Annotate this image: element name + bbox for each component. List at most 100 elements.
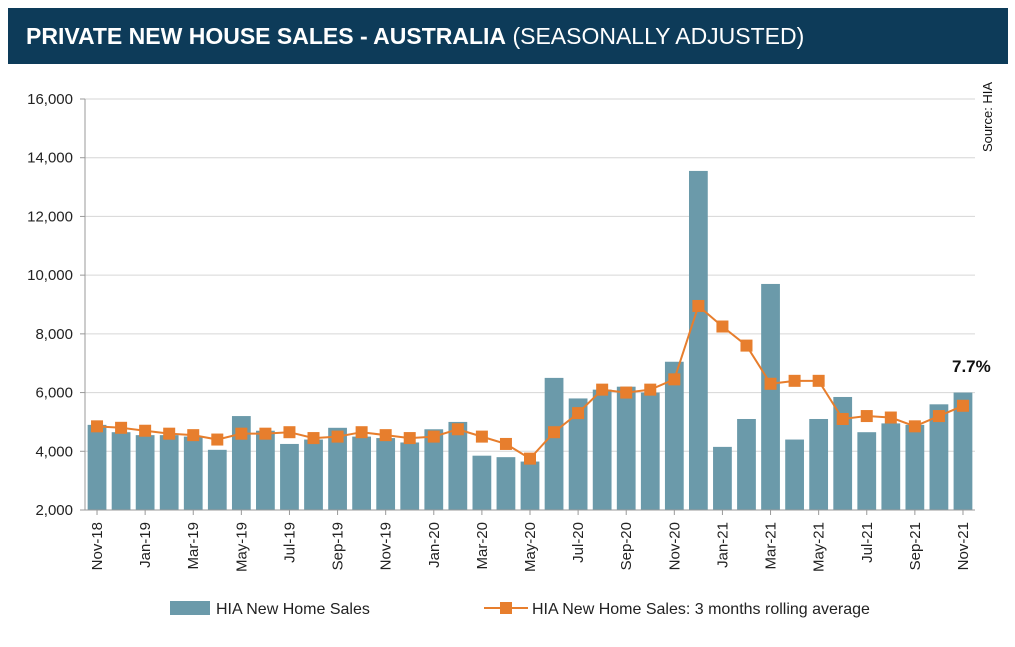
- x-tick-label: May-19: [233, 522, 250, 572]
- legend-line-label: HIA New Home Sales: 3 months rolling ave…: [532, 601, 870, 618]
- x-tick-label: Nov-20: [666, 522, 683, 570]
- bar: [304, 439, 323, 510]
- rolling-average-marker: [91, 420, 104, 433]
- rolling-average-marker: [451, 423, 464, 436]
- rolling-average-marker: [692, 299, 705, 312]
- y-axis-ticks: 2,000 4,000 6,000 8,000 10,000 12,000 14,000 16…: [27, 91, 85, 519]
- bar: [664, 361, 684, 510]
- rolling-average-marker: [788, 374, 801, 387]
- x-tick-label: Sep-21: [907, 522, 924, 570]
- rolling-average-line: [96, 304, 964, 460]
- rolling-average-marker: [956, 399, 969, 412]
- x-tick-label: Nov-19: [378, 522, 395, 570]
- y-tick-label: 2,000: [35, 502, 73, 519]
- bar: [905, 424, 925, 510]
- rolling-average-marker: [884, 411, 897, 424]
- x-tick-label: Mar-20: [474, 522, 491, 570]
- rolling-average-marker: [620, 386, 633, 399]
- bar: [448, 421, 468, 510]
- rolling-average-marker: [259, 427, 272, 440]
- rolling-average-marker: [548, 426, 561, 439]
- bar: [87, 424, 107, 510]
- bar: [207, 449, 227, 510]
- rolling-average-marker: [163, 427, 176, 440]
- x-tick-label: Sep-20: [618, 522, 635, 570]
- bar: [833, 396, 853, 510]
- chart-title-banner: PRIVATE NEW HOUSE SALES - AUSTRALIA (SEA…: [8, 8, 1008, 64]
- legend-bar-label: HIA New Home Sales: [216, 601, 370, 618]
- bar: [640, 392, 660, 510]
- x-axis-ticks: Nov-18 Jan-19 Mar-19 May-19 Jul-19 Sep-19 Nov-…: [89, 510, 972, 572]
- bar: [592, 389, 612, 510]
- x-tick-label: Jul-21: [859, 522, 876, 563]
- rolling-average-marker: [307, 432, 320, 445]
- x-tick-label: Jul-20: [570, 522, 587, 563]
- y-tick-label: 16,000: [27, 91, 73, 108]
- rolling-average-marker: [379, 429, 392, 442]
- chart-title-main: PRIVATE NEW HOUSE SALES - AUSTRALIA: [26, 22, 507, 49]
- x-tick-label: May-21: [811, 522, 828, 572]
- chart-title: PRIVATE NEW HOUSE SALES - AUSTRALIA (SEA…: [26, 23, 804, 50]
- rolling-average-marker: [211, 433, 224, 446]
- bar: [737, 418, 756, 510]
- bar: [616, 386, 636, 510]
- rolling-average-marker: [740, 339, 753, 352]
- rolling-average-marker: [812, 374, 825, 387]
- bar: [376, 438, 396, 510]
- rolling-average-marker: [235, 427, 248, 440]
- y-tick-label: 14,000: [27, 150, 73, 167]
- x-tick-label: Jan-21: [714, 522, 731, 568]
- bar: [256, 430, 275, 510]
- rolling-average-marker: [499, 437, 512, 450]
- legend-bar-swatch: [170, 601, 210, 615]
- rolling-average-marker: [475, 430, 488, 443]
- rolling-average-marker: [644, 383, 657, 396]
- legend: HIA New Home Sales HIA New Home Sales: 3…: [170, 601, 870, 618]
- y-tick-label: 6,000: [35, 385, 73, 402]
- x-tick-label: Jan-20: [426, 522, 443, 568]
- bar: [352, 436, 372, 510]
- change-annotation: 7.7%: [952, 357, 991, 376]
- x-tick-label: Nov-18: [89, 522, 106, 570]
- bar: [280, 443, 299, 510]
- legend-line-marker: [500, 602, 512, 614]
- bar: [328, 427, 347, 510]
- rolling-average-marker: [668, 373, 681, 386]
- x-tick-label: Mar-21: [763, 522, 780, 570]
- bar: [520, 461, 540, 510]
- x-tick-label: Mar-19: [185, 522, 202, 570]
- x-tick-label: Jul-19: [281, 522, 298, 563]
- rolling-average-marker: [187, 429, 200, 442]
- bar: [785, 439, 804, 510]
- line-series: [91, 299, 969, 465]
- bar: [400, 442, 420, 510]
- bar: [472, 455, 492, 510]
- bar: [809, 418, 829, 510]
- rolling-average-marker: [283, 426, 296, 439]
- rolling-average-marker: [427, 430, 440, 443]
- x-tick-label: Sep-19: [330, 522, 347, 570]
- rolling-average-marker: [716, 320, 729, 333]
- rolling-average-marker: [932, 410, 945, 423]
- source-label: Source: HIA: [980, 82, 995, 152]
- rolling-average-marker: [572, 407, 585, 420]
- bar: [159, 435, 179, 510]
- x-tick-label: Jan-19: [137, 522, 154, 568]
- rolling-average-marker: [403, 432, 416, 445]
- rolling-average-marker: [596, 383, 609, 396]
- bar: [953, 392, 973, 510]
- bar: [544, 377, 564, 510]
- bar: [881, 423, 901, 510]
- y-tick-label: 12,000: [27, 208, 73, 225]
- chart-title-subtitle: (SEASONALLY ADJUSTED): [512, 22, 805, 49]
- bar: [568, 398, 588, 510]
- bar: [713, 446, 732, 510]
- bar-series: [87, 170, 973, 511]
- rolling-average-marker: [355, 426, 368, 439]
- bar: [857, 432, 877, 510]
- y-tick-label: 8,000: [35, 326, 73, 343]
- bar: [135, 435, 155, 510]
- bar: [111, 432, 131, 510]
- rolling-average-marker: [331, 430, 344, 443]
